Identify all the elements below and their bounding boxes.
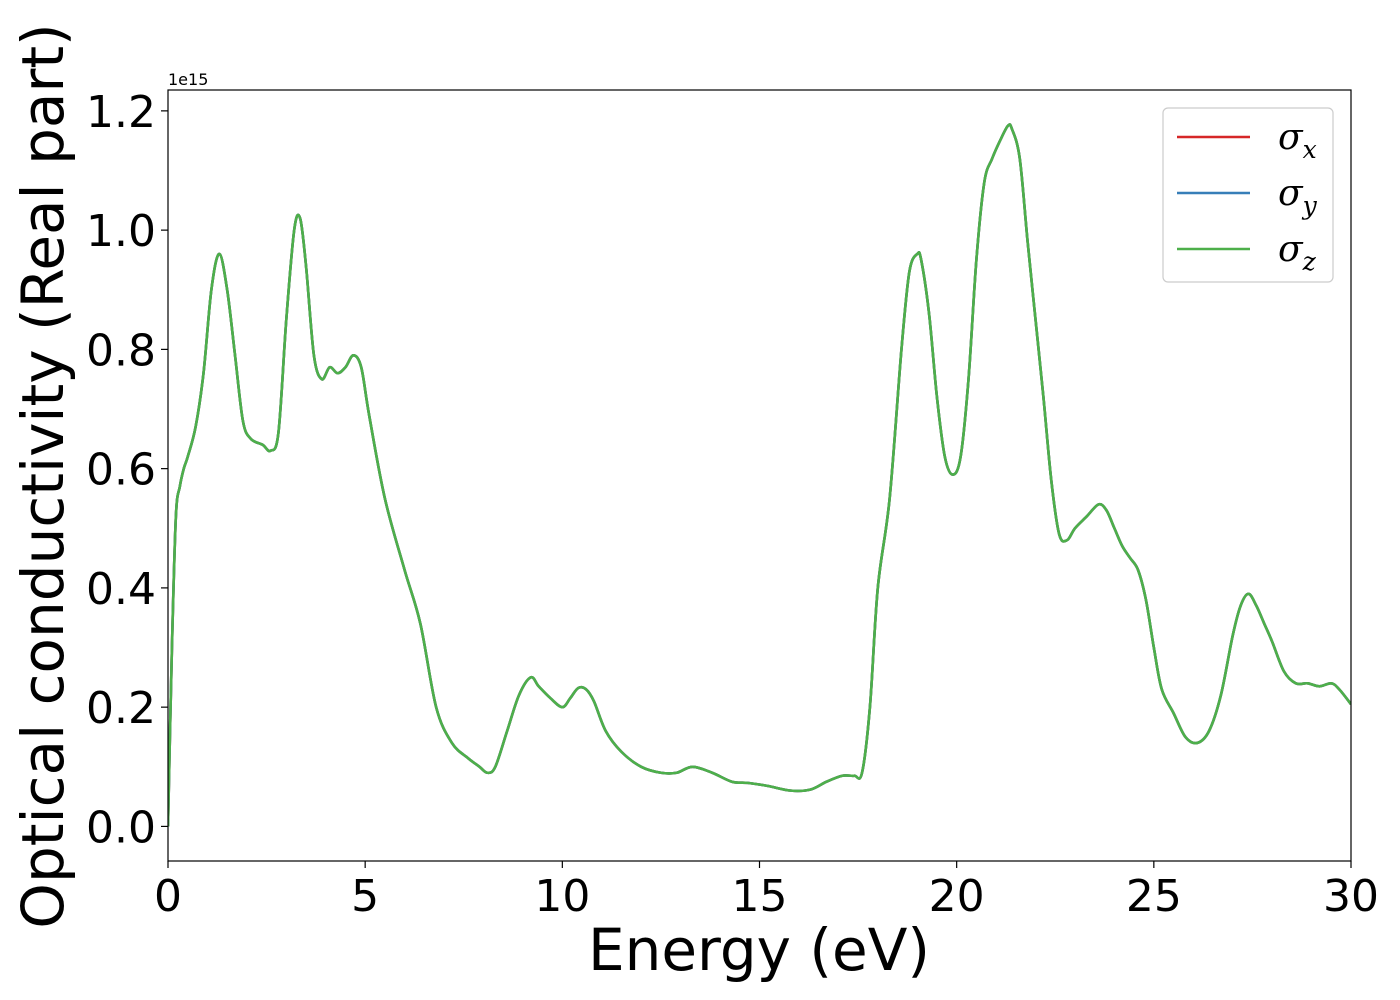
legend-label-z: σz [1278, 229, 1317, 276]
x-tick-label: 5 [351, 871, 379, 922]
y-tick-label: 0.2 [86, 683, 156, 734]
y-offset-label: 1e15 [168, 70, 208, 89]
legend-label-y: σy [1278, 173, 1318, 220]
y-tick-label: 0.8 [86, 325, 156, 376]
y-axis-title: Optical conductivity (Real part) [9, 23, 77, 928]
x-tick-label: 30 [1323, 871, 1379, 922]
y-tick-label: 1.0 [86, 206, 156, 257]
y-tick-label: 0.0 [86, 802, 156, 853]
series-layer [168, 123, 1351, 827]
x-tick-label: 15 [732, 871, 788, 922]
legend-frame [1162, 107, 1334, 283]
series-line-z [168, 123, 1351, 827]
legend: σx σy σz [1162, 107, 1334, 283]
x-tick-label: 20 [929, 871, 985, 922]
x-tick-label: 25 [1126, 871, 1182, 922]
x-axis-title: Energy (eV) [588, 916, 930, 984]
x-axis: 0 5 10 15 20 25 30 [154, 861, 1379, 922]
y-tick-label: 0.6 [86, 445, 156, 496]
x-tick-label: 0 [154, 871, 182, 922]
x-tick-label: 10 [534, 871, 590, 922]
y-axis: 0.0 0.2 0.4 0.6 0.8 1.0 1.2 [86, 87, 168, 853]
y-tick-label: 0.4 [86, 564, 156, 615]
legend-label-x: σx [1278, 117, 1317, 164]
y-tick-label: 1.2 [86, 87, 156, 138]
